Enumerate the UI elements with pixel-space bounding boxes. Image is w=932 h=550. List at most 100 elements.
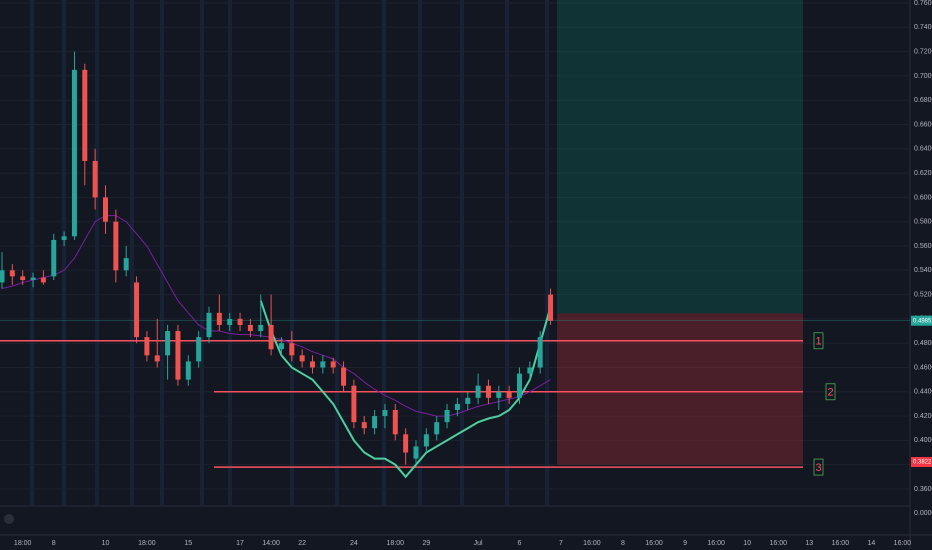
candle-body: [20, 276, 26, 281]
candle-body: [413, 446, 419, 459]
session-band: [228, 0, 232, 505]
session-band: [335, 0, 339, 505]
x-tick-label: 24: [350, 540, 358, 547]
stop-price-label: 0.3822: [913, 460, 932, 466]
candle-body: [361, 422, 367, 429]
candle-body: [289, 343, 295, 356]
x-tick-label: 10: [743, 540, 751, 547]
session-band: [160, 0, 164, 505]
level-label-box: [813, 458, 824, 476]
candle-body: [61, 236, 67, 240]
candle-body: [165, 331, 171, 356]
candle-body: [0, 270, 5, 283]
candle-body: [247, 324, 253, 332]
x-tick-label: 16:00: [583, 540, 601, 547]
session-band: [460, 0, 464, 505]
session-band: [62, 0, 66, 505]
candle-body: [496, 391, 502, 398]
last-price-tag: [911, 315, 932, 326]
candle-body: [206, 312, 212, 338]
candle-body: [423, 434, 429, 447]
x-tick-label: 14:00: [262, 540, 280, 547]
session-band: [30, 0, 34, 505]
candle-body: [392, 410, 398, 435]
candle-body: [123, 258, 129, 271]
session-band: [290, 0, 294, 505]
session-band: [200, 0, 204, 505]
level-label: 3: [815, 462, 821, 474]
candle-body: [330, 361, 336, 368]
x-tick-label: 22: [298, 540, 306, 547]
x-tick-label: 9: [683, 540, 687, 547]
candle-body: [185, 361, 191, 380]
stop-price-tag: [911, 456, 932, 467]
x-tick-label: Jul: [474, 540, 483, 547]
candle-body: [444, 410, 450, 423]
x-tick-label: 13: [805, 540, 813, 547]
candle-body: [465, 397, 471, 404]
moving-average: [259, 300, 552, 479]
candle-body: [71, 69, 77, 237]
x-tick-label: 8: [52, 540, 56, 547]
session-band: [505, 0, 509, 505]
candle-body: [434, 422, 440, 435]
candle-body: [30, 277, 36, 281]
indicator-icon[interactable]: [4, 514, 14, 524]
level-label: 2: [827, 387, 833, 399]
session-band: [130, 0, 134, 505]
x-tick-label: 16:00: [894, 540, 912, 547]
x-tick-label: 16:00: [707, 540, 725, 547]
x-tick-label: 10: [102, 540, 110, 547]
x-tick-label: 18:00: [14, 540, 32, 547]
candle-body: [154, 355, 160, 362]
candle-body: [175, 331, 181, 380]
x-tick-label: 29: [422, 540, 430, 547]
level-label: 1: [815, 336, 821, 348]
candle-body: [196, 337, 202, 362]
x-tick-label: 17: [236, 540, 244, 547]
x-tick-label: 6: [518, 540, 522, 547]
candle-body: [9, 270, 15, 277]
target-zone: [557, 0, 803, 314]
x-tick-label: 7: [559, 540, 563, 547]
candle-body: [527, 367, 533, 374]
candle-body: [92, 160, 98, 198]
candle-body: [320, 361, 326, 368]
candle-body: [51, 239, 57, 277]
candle-body: [103, 197, 108, 222]
candle-body: [278, 343, 284, 350]
x-tick-label: 16:00: [645, 540, 663, 547]
candle-body: [537, 337, 543, 368]
session-band: [418, 0, 422, 505]
last-price-label: 0.4985: [913, 318, 932, 324]
candle-body: [485, 385, 491, 398]
candle-body: [268, 324, 274, 350]
candle-body: [341, 367, 347, 386]
candle-body: [454, 403, 460, 411]
x-tick-label: 18:00: [138, 540, 156, 547]
x-tick-label: 16:00: [769, 540, 787, 547]
candle-body: [144, 337, 150, 356]
x-tick-label: 16:00: [832, 540, 850, 547]
candle-body: [237, 318, 243, 325]
candle-body: [227, 318, 233, 325]
candle-body: [351, 385, 357, 423]
session-band: [382, 0, 386, 505]
